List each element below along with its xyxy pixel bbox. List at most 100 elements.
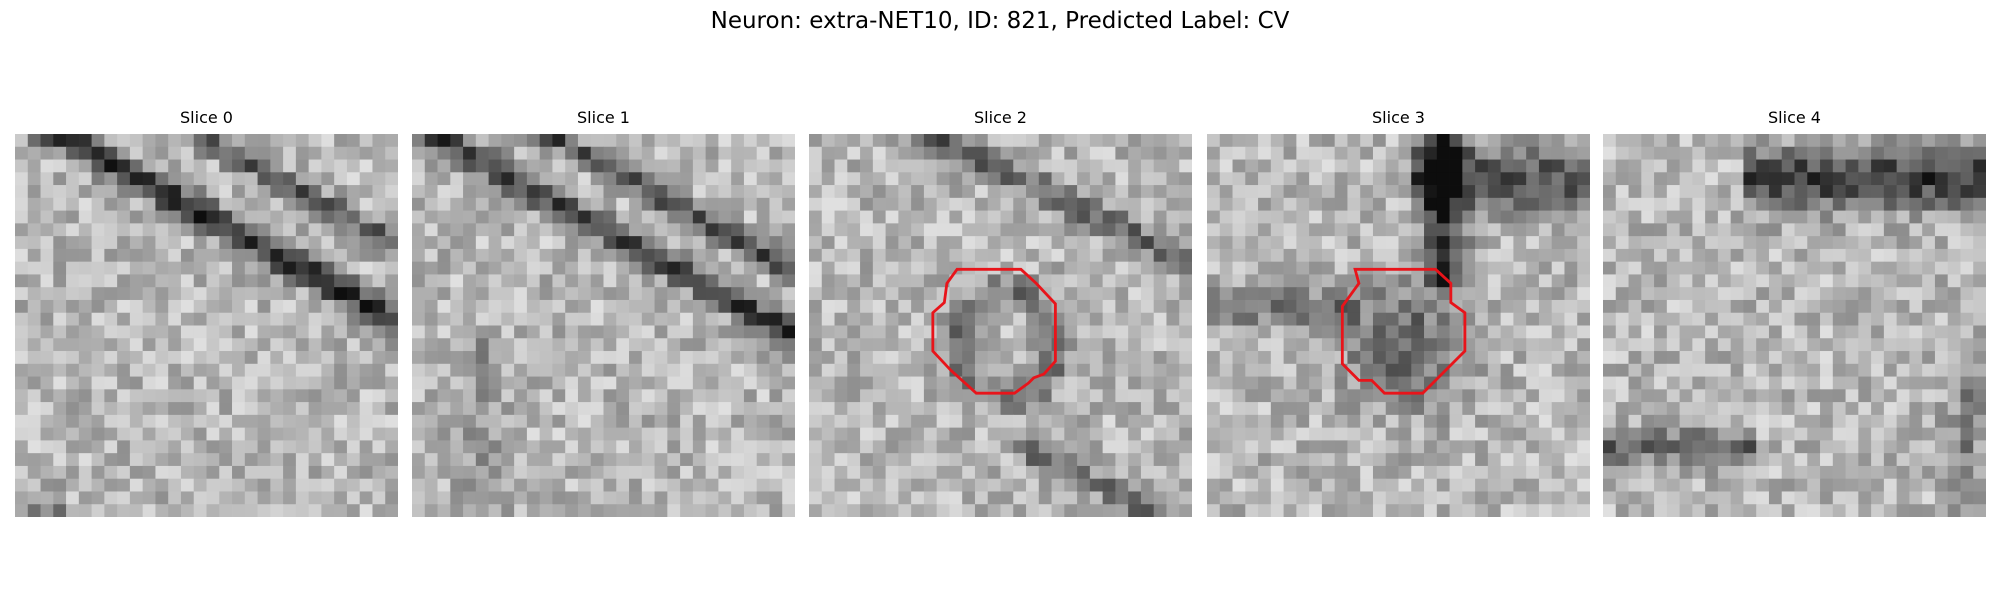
- pixel: [1628, 453, 1642, 467]
- pixel: [514, 210, 528, 224]
- pixel: [1411, 312, 1425, 326]
- pixel: [1475, 172, 1489, 186]
- pixel: [539, 236, 553, 250]
- pixel: [104, 465, 118, 480]
- pixel: [1934, 236, 1949, 250]
- pixel: [962, 146, 976, 160]
- pixel: [463, 453, 477, 467]
- pixel: [705, 236, 719, 250]
- pixel: [463, 172, 477, 186]
- pixel: [53, 159, 67, 173]
- pixel: [488, 185, 502, 199]
- pixel: [1475, 427, 1489, 441]
- pixel: [155, 299, 169, 314]
- pixel: [936, 287, 950, 301]
- pixel: [616, 274, 630, 288]
- pixel: [1064, 134, 1078, 148]
- pixel: [680, 248, 694, 263]
- figure-title: Neuron: extra-NET10, ID: 821, Predicted …: [710, 8, 1290, 34]
- pixel: [1347, 453, 1361, 467]
- pixel: [488, 159, 502, 173]
- pixel: [1026, 453, 1040, 467]
- pixel: [501, 504, 515, 517]
- pixel: [1960, 248, 1974, 263]
- pixel: [1654, 504, 1668, 517]
- pixel: [1385, 197, 1399, 211]
- pixel: [372, 185, 386, 199]
- pixel: [987, 351, 1001, 365]
- pixel: [1219, 504, 1233, 517]
- pixel: [782, 325, 795, 339]
- pixel: [987, 185, 1001, 199]
- pixel: [565, 504, 579, 517]
- pixel: [168, 134, 182, 148]
- pixel: [1615, 478, 1629, 492]
- pixel: [168, 325, 182, 339]
- pixel: [15, 414, 29, 429]
- pixel: [1896, 197, 1910, 211]
- pixel: [206, 172, 220, 186]
- pixel: [1526, 325, 1540, 339]
- pixel: [629, 453, 643, 467]
- pixel: [488, 376, 502, 390]
- pixel: [1245, 325, 1259, 339]
- pixel: [1219, 440, 1233, 454]
- pixel: [1296, 210, 1310, 224]
- pixel: [385, 287, 398, 301]
- pixel: [962, 197, 976, 211]
- pixel: [872, 325, 886, 339]
- pixel: [1372, 478, 1387, 492]
- pixel: [372, 376, 386, 390]
- pixel: [514, 504, 528, 517]
- pixel: [142, 325, 156, 339]
- pixel: [1654, 236, 1668, 250]
- pixel: [270, 389, 284, 403]
- pixel: [667, 248, 681, 263]
- pixel: [885, 478, 899, 492]
- pixel: [104, 172, 118, 186]
- pixel: [782, 134, 795, 148]
- pixel: [1436, 427, 1450, 441]
- pixel: [974, 491, 989, 505]
- pixel: [1896, 363, 1910, 377]
- pixel: [15, 351, 29, 365]
- pixel: [1258, 504, 1272, 517]
- pixel: [1475, 159, 1489, 173]
- pixel: [731, 389, 745, 403]
- pixel: [244, 248, 258, 263]
- pixel: [1038, 440, 1052, 454]
- pixel: [412, 312, 426, 326]
- pixel: [1424, 453, 1438, 467]
- pixel: [1013, 172, 1027, 186]
- pixel: [346, 159, 361, 173]
- pixel: [232, 465, 246, 480]
- pixel: [860, 465, 874, 480]
- pixel: [295, 491, 310, 505]
- pixel: [1730, 504, 1744, 517]
- pixel: [1000, 440, 1014, 454]
- pixel: [66, 261, 80, 275]
- pixel: [552, 427, 566, 441]
- pixel: [1385, 299, 1399, 314]
- pixel: [1089, 185, 1104, 199]
- pixel: [526, 312, 541, 326]
- pixel: [283, 159, 297, 173]
- pixel: [334, 287, 348, 301]
- pixel: [911, 389, 925, 403]
- pixel: [1883, 274, 1898, 288]
- pixel: [1321, 414, 1336, 429]
- pixel: [1909, 325, 1923, 339]
- pixel: [1077, 299, 1091, 314]
- pixel: [1564, 172, 1578, 186]
- pixel: [372, 427, 386, 441]
- pixel: [1347, 427, 1361, 441]
- pixel: [129, 172, 144, 186]
- pixel: [104, 414, 118, 429]
- pixel: [616, 376, 630, 390]
- pixel: [898, 223, 912, 237]
- pixel: [1449, 351, 1463, 365]
- pixel: [911, 338, 925, 352]
- pixel: [1603, 478, 1617, 492]
- pixel: [1487, 274, 1502, 288]
- pixel: [1258, 274, 1272, 288]
